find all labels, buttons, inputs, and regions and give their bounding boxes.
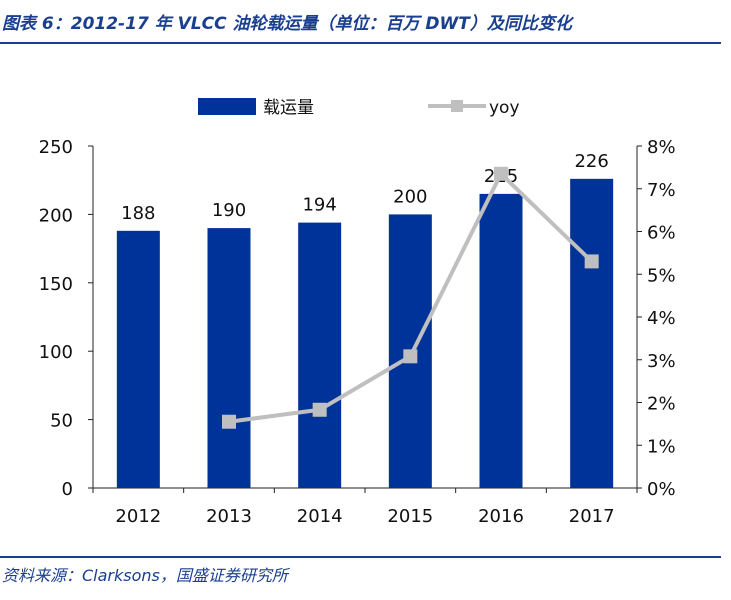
bar-series: [116, 178, 614, 489]
bar-label-2013: 190: [212, 200, 246, 221]
y-left-tick-label: 50: [50, 411, 73, 432]
y-right-tick-label: 0%: [647, 479, 676, 500]
y-left-tick-label: 100: [39, 342, 73, 363]
chart-area: 载运量 yoy 0 50 100 150 200 250 0% 1% 2% 3% 4% 5% 6% 7% 8…: [39, 98, 676, 527]
legend-swatch-bar: [198, 98, 256, 115]
y-right-tick-label: 5%: [647, 265, 676, 286]
yoy-point-2014: [312, 402, 327, 417]
bar-2014: [298, 222, 342, 488]
bar-data-labels: 188190194200215226: [121, 151, 609, 224]
bar-2012: [116, 230, 160, 489]
y-left-tick-label: 0: [62, 479, 73, 500]
axes: 0 50 100 150 200 250 0% 1% 2% 3% 4% 5% 6% 7% 8% 2012 201…: [39, 137, 676, 527]
source-divider: [0, 556, 721, 558]
bar-2013: [207, 228, 251, 488]
bar-label-2012: 188: [121, 203, 155, 224]
x-tick-label: 2012: [115, 506, 161, 527]
bar-label-2017: 226: [574, 151, 608, 172]
y-right-tick-label: 6%: [647, 223, 676, 244]
yoy-point-2013: [222, 414, 236, 429]
bar-2017: [570, 178, 614, 488]
y-left-tick-label: 200: [39, 205, 73, 226]
legend-label-bar: 载运量: [263, 98, 314, 118]
yoy-line-series: [222, 166, 599, 429]
x-tick-label: 2014: [297, 506, 343, 527]
legend-marker-line: [451, 100, 463, 112]
y-left-tick-label: 150: [39, 274, 73, 295]
y-right-tick-label: 2%: [647, 394, 676, 415]
chart-title: 图表 6：2012-17 年 VLCC 油轮载运量（单位：百万 DWT）及同比变…: [2, 14, 572, 34]
legend-label-line: yoy: [489, 98, 520, 118]
x-tick-label: 2017: [569, 506, 615, 527]
bar-label-2015: 200: [393, 186, 427, 207]
y-right-tick-label: 3%: [647, 351, 676, 372]
y-right-tick-label: 7%: [647, 180, 676, 201]
x-tick-label: 2016: [478, 506, 524, 527]
yoy-point-2017: [584, 254, 599, 269]
title-divider: [0, 42, 721, 44]
yoy-point-2016: [494, 166, 508, 181]
x-tick-label: 2013: [206, 506, 252, 527]
yoy-point-2015: [403, 349, 418, 364]
y-left-tick-label: 250: [39, 137, 73, 158]
x-tick-label: 2015: [387, 506, 433, 527]
bar-2016: [479, 193, 523, 488]
y-right-tick-label: 1%: [647, 436, 676, 457]
y-right-tick-label: 8%: [647, 137, 676, 158]
source-note: 资料来源：Clarksons，国盛证券研究所: [2, 566, 288, 585]
bar-label-2014: 194: [302, 195, 336, 216]
y-right-tick-label: 4%: [647, 308, 676, 329]
legend: 载运量 yoy: [198, 98, 520, 118]
